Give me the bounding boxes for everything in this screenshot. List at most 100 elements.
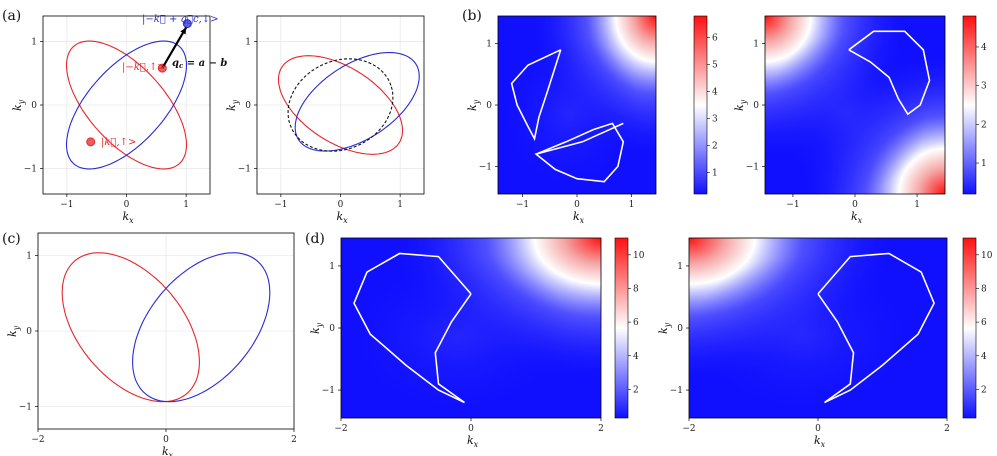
y-tick-label: 0: [26, 327, 32, 337]
y-tick-label: 0: [753, 101, 759, 111]
colorbar-tick-label: 5: [712, 61, 718, 71]
frame-a-left: [42, 15, 211, 195]
axes-b-left: −1 0 1 −1 0 1 kx ky: [466, 40, 634, 225]
colorbar-tick-label: 4: [633, 352, 639, 362]
heatmap-center-shade: [765, 16, 945, 194]
y-axis-label: ky: [733, 99, 748, 111]
red-contour: [65, 40, 188, 170]
y-axis-label: ky: [11, 99, 26, 111]
y-tick-label: 0: [31, 101, 37, 111]
annotation-red-state-low: |k⃗,↑>: [101, 137, 136, 148]
frame-c: [37, 232, 295, 430]
x-axis-label: kx: [123, 210, 135, 225]
x-axis-label: kx: [814, 434, 826, 449]
x-tick-label: 0: [815, 424, 821, 434]
x-axis-label: kx: [162, 445, 174, 456]
x-tick-label: 0: [124, 200, 130, 210]
red-contour: [277, 55, 404, 155]
colorbar-tick-label: 2: [981, 385, 987, 395]
colorbar-tick-label: 8: [633, 284, 639, 294]
state-point: [182, 19, 192, 29]
x-tick-label: −2: [31, 435, 44, 445]
colorbar-d-left: 2 4 6 8 10: [614, 237, 645, 419]
frame-d-right: [688, 237, 948, 419]
qc-arrow-head: [180, 27, 187, 35]
y-tick-label: 0: [245, 101, 251, 111]
white-contour: [848, 30, 931, 116]
x-tick-label: 0: [574, 200, 580, 210]
y-axis-label: ky: [225, 99, 240, 111]
frame-b-left: [497, 15, 657, 195]
panel-label-d: (d): [305, 231, 325, 247]
x-tick-label: 0: [468, 424, 474, 434]
x-tick-label: −2: [682, 424, 695, 434]
y-tick-label: −1: [24, 165, 37, 175]
colorbar-bar: [962, 15, 977, 195]
x-tick-label: 1: [629, 200, 635, 210]
contours-d-right: [817, 252, 935, 404]
x-tick-label: 2: [291, 435, 297, 445]
heatmap-center-shade: [498, 16, 656, 194]
x-axis-label: kx: [467, 434, 479, 449]
x-tick-label: −1: [60, 200, 73, 210]
x-tick-label: −2: [334, 424, 347, 434]
white-contour: [510, 49, 562, 142]
colorbar-tick-label: 1: [981, 159, 987, 169]
y-tick-label: −1: [746, 162, 759, 172]
x-axis-label: kx: [573, 210, 585, 225]
blue-contour: [294, 52, 420, 152]
y-tick-label: 1: [486, 40, 492, 50]
axes-a-right: −1 0 1 −1 0 1 kx ky: [225, 16, 424, 225]
colorbar-tick-label: 10: [633, 251, 645, 261]
contours-b-right: [848, 30, 931, 116]
y-tick-label: 0: [677, 324, 683, 334]
y-tick-label: 1: [677, 262, 683, 272]
y-axis-label: ky: [6, 325, 21, 337]
y-tick-label: −1: [479, 162, 492, 172]
plot-area-c: [61, 252, 271, 403]
colorbar-tick-label: 10: [981, 251, 993, 261]
y-tick-label: 1: [329, 262, 335, 272]
colorbar-tick-label: 2: [712, 141, 718, 151]
state-point: [86, 137, 96, 147]
colorbar-tick-label: 3: [712, 114, 718, 124]
panel-label-c: (c): [2, 231, 21, 247]
white-contour: [534, 122, 625, 183]
frame-b-right: [764, 15, 946, 195]
frame-a-right: [256, 15, 425, 195]
x-tick-label: 0: [852, 200, 858, 210]
qc-arrow-shaft: [161, 26, 188, 69]
y-axis-label: ky: [657, 322, 672, 334]
colorbar-d-right: 2 4 6 8 10: [962, 237, 993, 419]
colorbar-tick-label: 6: [712, 34, 718, 44]
blue-contour: [65, 40, 188, 170]
colorbar-b-left: 1 2 3 4 5 6: [693, 15, 718, 195]
axes-a-left: −1 0 1 −1 0 1 kx ky: [11, 16, 210, 225]
annotation-red-state-center: |−k⃗,↑>: [122, 62, 166, 73]
x-axis-label: kx: [337, 210, 349, 225]
colorbar-tick-label: 4: [712, 88, 718, 98]
x-tick-label: 0: [338, 200, 344, 210]
heatmap-center-shade: [689, 238, 947, 418]
y-tick-label: 0: [329, 324, 335, 334]
colorbar-tick-label: 6: [633, 318, 639, 328]
colorbar-tick-label: 4: [981, 352, 987, 362]
panel-label-b: (b): [462, 8, 482, 24]
y-axis-label: ky: [309, 322, 324, 334]
x-tick-label: −1: [274, 200, 287, 210]
x-tick-label: 0: [163, 435, 169, 445]
y-tick-label: 0: [486, 101, 492, 111]
frame-d-left: [340, 237, 602, 419]
annotations-a: |−k⃗ + q⃗c,↓> |−k⃗,↑> |k⃗,↑> qc = a − b: [101, 14, 227, 148]
contours-b-left: [510, 49, 625, 183]
axes-b-right: −1 0 1 −1 0 1 kx ky: [733, 40, 920, 225]
colorbar-tick-label: 2: [633, 385, 639, 395]
x-tick-label: 1: [397, 200, 403, 210]
axes-d-left: −2 0 2 −1 0 1 kx ky: [309, 262, 604, 449]
colorbar-bar: [693, 15, 708, 195]
annotation-blue-state: |−k⃗ + q⃗c,↓>: [142, 14, 218, 25]
colorbar-tick-label: 4: [981, 43, 987, 53]
red-contour: [61, 252, 200, 403]
y-axis-label: ky: [466, 99, 481, 111]
